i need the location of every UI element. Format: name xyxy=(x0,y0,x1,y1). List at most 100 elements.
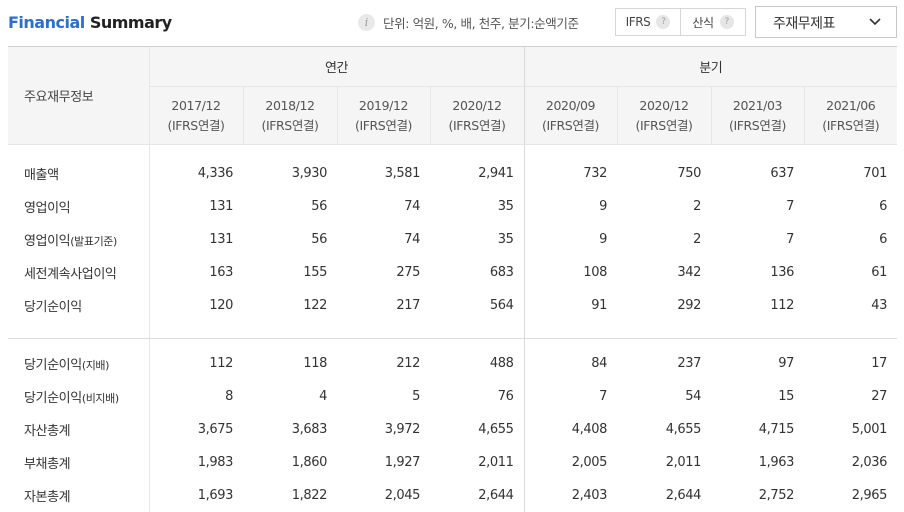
value-cell: 732 xyxy=(523,157,617,190)
value-cell: 3,930 xyxy=(291,166,328,181)
value-cell: 84 xyxy=(523,347,617,380)
value-cell: 9 xyxy=(523,190,617,223)
value-cell: 155 xyxy=(303,265,327,280)
value-cell: 136 xyxy=(770,265,794,280)
value-cell: 2,644 xyxy=(665,488,702,503)
row-label: 당기순이익(지배) xyxy=(8,347,150,380)
value-cell: 17 xyxy=(871,356,887,371)
unit-info: i 단위: 억원, %, 배, 천주, 분기:순액기준 xyxy=(358,12,579,32)
value-cell: 1,693 xyxy=(197,488,234,503)
value-cell: 15 xyxy=(778,389,794,404)
period-date: 2021/06 xyxy=(826,97,876,113)
row-label-text: 부채총계 xyxy=(24,457,71,472)
row-label: 자산총계 xyxy=(8,413,150,446)
value-cell: 1,927 xyxy=(384,455,421,470)
value-cell: 74 xyxy=(404,199,420,214)
table-row: 매출액 4,336 3,930 3,581 2,941 732 750 637 701 xyxy=(8,157,897,190)
value-cell: 4,408 xyxy=(523,413,617,446)
value-cell: 637 xyxy=(770,166,794,181)
value-cell: 1,983 xyxy=(197,455,234,470)
calc-help-icon[interactable]: ? xyxy=(719,15,734,29)
value-cell: 7 xyxy=(786,232,794,247)
row-label: 부채총계 xyxy=(8,446,150,479)
row-label-text: 매출액 xyxy=(24,168,59,183)
row-label-text: 자산총계 xyxy=(24,424,71,439)
row-label-note: (비지배) xyxy=(81,392,119,405)
value-cell: 97 xyxy=(778,356,794,371)
value-cell: 750 xyxy=(677,166,701,181)
title-financial: Financial xyxy=(8,13,85,32)
value-cell: 9 xyxy=(523,223,617,256)
value-cell: 237 xyxy=(677,356,701,371)
value-cell: 2 xyxy=(693,199,701,214)
period-basis: (IFRS연결) xyxy=(822,117,880,133)
value-cell: 2 xyxy=(693,232,701,247)
value-cell: 2,045 xyxy=(384,488,421,503)
group-annual-header: 연간 xyxy=(149,46,524,87)
value-cell: 91 xyxy=(523,289,617,322)
statement-select[interactable]: 주재무제표 xyxy=(755,6,897,38)
value-cell: 292 xyxy=(677,298,701,313)
value-cell: 122 xyxy=(303,298,327,313)
ifrs-calc-toggle: IFRS ? 산식 ? xyxy=(615,8,746,36)
row-label-text: 당기순이익 xyxy=(24,391,82,406)
value-cell: 7 xyxy=(786,199,794,214)
period-header: 2020/12 (IFRS연결) xyxy=(616,86,711,145)
financial-summary-table: 주요재무정보 연간 분기 2017/12 (IFRS연결) 2018/12 (IFRS… xyxy=(8,46,897,512)
value-cell: 488 xyxy=(489,356,514,371)
value-cell: 212 xyxy=(396,356,420,371)
row-label-text: 자본총계 xyxy=(24,490,71,505)
period-header: 2021/03 (IFRS연결) xyxy=(710,86,804,145)
value-cell: 120 xyxy=(209,298,233,313)
value-cell: 76 xyxy=(497,389,514,404)
value-cell: 683 xyxy=(489,265,514,280)
period-basis: (IFRS연결) xyxy=(354,117,413,133)
value-cell: 2,011 xyxy=(478,455,514,470)
value-cell: 2,941 xyxy=(478,166,514,181)
value-cell: 342 xyxy=(677,265,701,280)
value-cell: 5 xyxy=(412,389,420,404)
value-cell: 701 xyxy=(863,166,887,181)
value-cell: 7 xyxy=(523,380,617,413)
value-cell: 1,822 xyxy=(291,488,328,503)
row-label: 영업이익(발표기준) xyxy=(8,223,150,256)
group-quarter-header: 분기 xyxy=(523,46,897,87)
period-date: 2017/12 xyxy=(171,97,221,113)
period-date: 2020/12 xyxy=(639,97,689,113)
calc-label: 산식 xyxy=(692,15,714,30)
ifrs-button[interactable]: IFRS ? xyxy=(616,9,680,35)
calc-button[interactable]: 산식 ? xyxy=(680,9,745,35)
ifrs-help-icon[interactable]: ? xyxy=(656,15,671,29)
value-cell: 61 xyxy=(871,265,887,280)
value-cell: 56 xyxy=(311,199,327,214)
row-label-text: 영업이익 xyxy=(24,201,71,216)
value-cell: 3,581 xyxy=(384,166,421,181)
period-header: 2018/12 (IFRS연결) xyxy=(242,86,337,145)
table-row: 세전계속사업이익 163 155 275 683 108 342 136 61 xyxy=(8,256,897,289)
value-cell: 4,655 xyxy=(665,422,702,437)
row-label-text: 세전계속사업이익 xyxy=(24,267,117,282)
chevron-down-icon xyxy=(869,18,881,26)
value-cell: 118 xyxy=(303,356,327,371)
value-cell: 4 xyxy=(319,389,327,404)
period-date: 2018/12 xyxy=(265,97,315,113)
row-label: 자본총계 xyxy=(8,479,150,512)
value-cell: 275 xyxy=(396,265,420,280)
value-cell: 217 xyxy=(396,298,420,313)
corner-header: 주요재무정보 xyxy=(8,46,150,145)
row-label-text: 영업이익 xyxy=(24,234,71,249)
statement-select-value: 주재무제표 xyxy=(773,16,835,32)
row-label-text: 당기순이익 xyxy=(24,300,82,315)
value-cell: 6 xyxy=(879,232,887,247)
value-cell: 4,715 xyxy=(758,422,795,437)
row-label: 세전계속사업이익 xyxy=(8,256,150,289)
value-cell: 3,675 xyxy=(197,422,234,437)
row-label-note: (발표기준) xyxy=(70,235,117,248)
value-cell: 112 xyxy=(209,356,233,371)
info-icon[interactable]: i xyxy=(358,13,375,31)
row-label: 영업이익 xyxy=(8,190,150,223)
period-basis: (IFRS연결) xyxy=(448,117,506,133)
table-row: 자산총계 3,675 3,683 3,972 4,655 4,408 4,655 4,715 5… xyxy=(8,413,897,446)
table-row: 당기순이익(비지배) 8 4 5 76 7 54 15 27 xyxy=(8,380,897,413)
table-row: 영업이익 131 56 74 35 9 2 7 6 xyxy=(8,190,897,223)
